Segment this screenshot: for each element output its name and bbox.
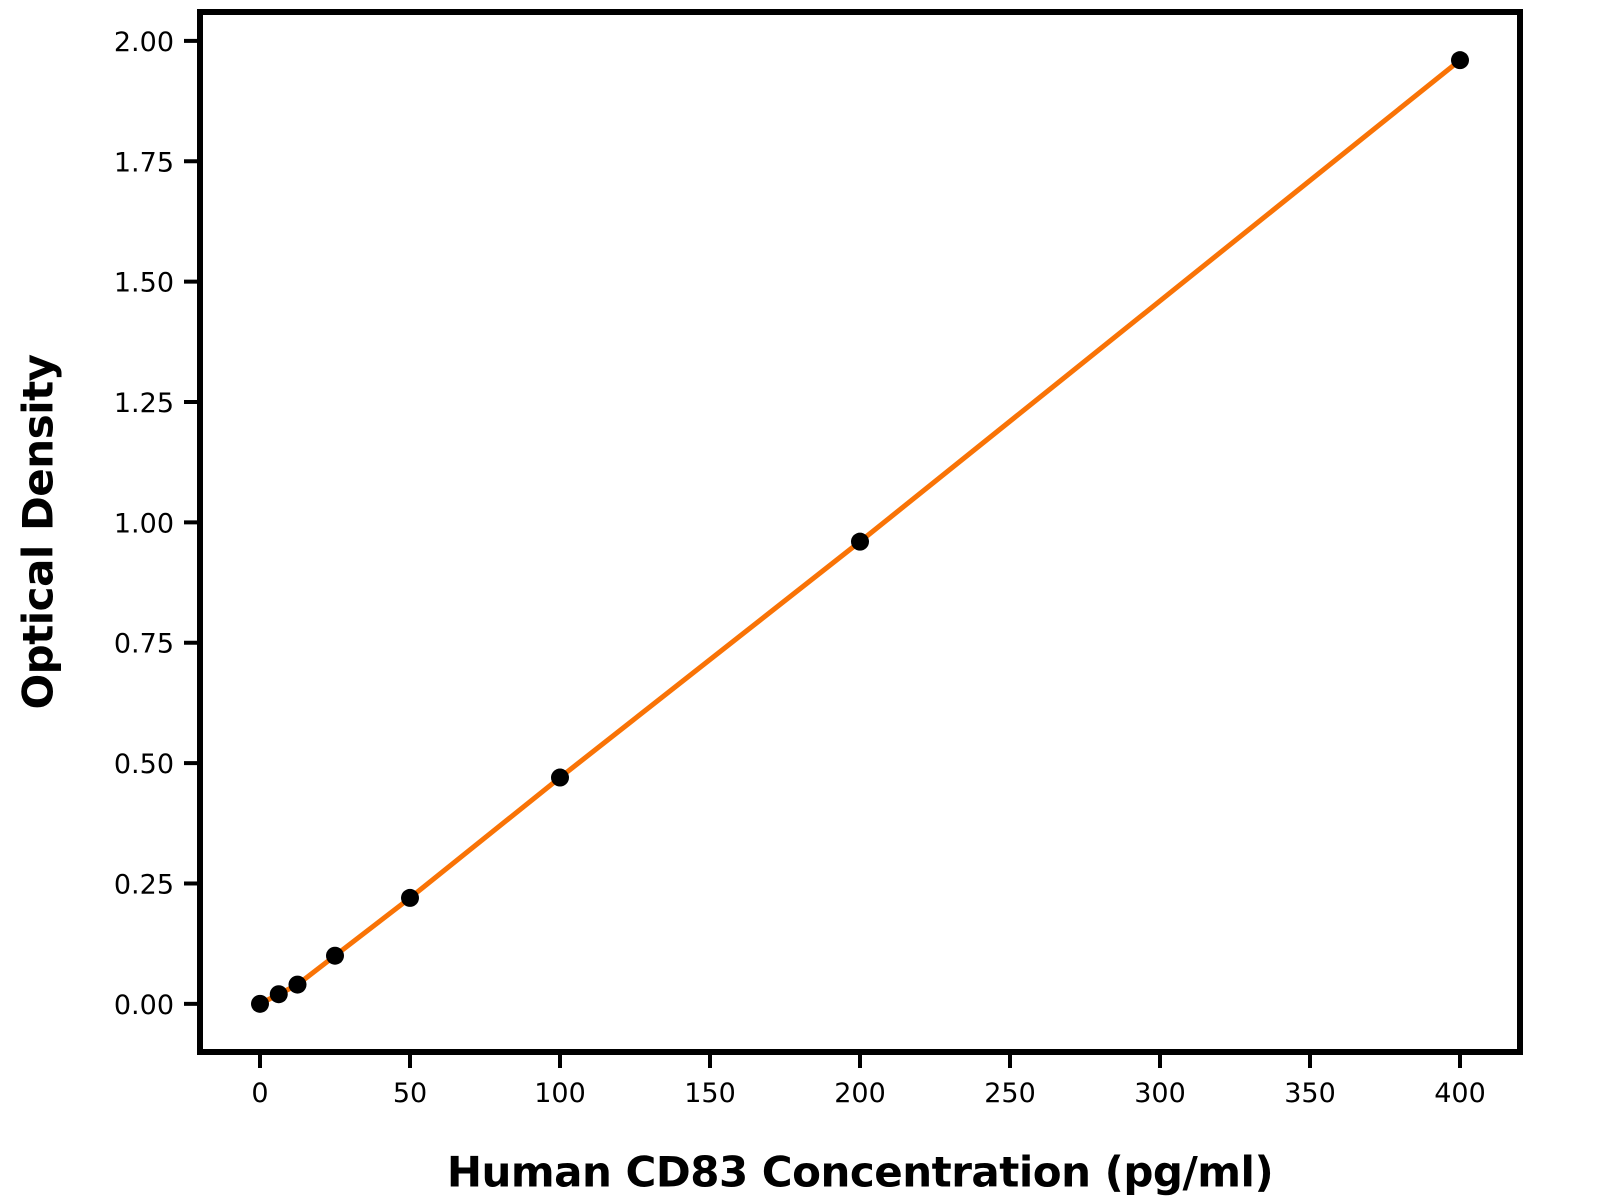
x-axis-title: Human CD83 Concentration (pg/ml)	[446, 1147, 1274, 1197]
y-tick-label: 1.00	[114, 508, 174, 539]
x-tick-label: 250	[984, 1078, 1036, 1109]
plot-border	[197, 9, 1523, 1055]
y-tick-label: 0.00	[114, 990, 174, 1021]
data-point	[551, 768, 569, 787]
x-tick-label: 50	[393, 1078, 427, 1109]
x-tick-label: 100	[534, 1078, 586, 1109]
x-tick-label: 200	[834, 1078, 886, 1109]
y-tick-label: 0.75	[114, 629, 174, 660]
y-tick-label: 2.00	[114, 27, 174, 58]
x-tick-label: 350	[1284, 1078, 1336, 1109]
data-point	[288, 975, 307, 994]
x-tick-label: 150	[684, 1078, 736, 1109]
x-tick-label: 400	[1434, 1078, 1486, 1109]
data-point	[326, 946, 344, 965]
y-tick-label: 0.25	[114, 869, 174, 900]
y-tick-label: 1.25	[114, 388, 174, 419]
data-point	[269, 985, 288, 1004]
data-point	[251, 994, 269, 1013]
data-point	[851, 532, 869, 551]
x-tick-label: 300	[1134, 1078, 1186, 1109]
y-tick-label: 0.50	[114, 749, 174, 780]
y-axis-title: Optical Density	[13, 354, 63, 710]
y-tick-label: 1.75	[114, 147, 174, 178]
standard-curve-line	[257, 57, 1463, 1007]
data-point	[401, 888, 419, 907]
y-tick-label: 1.50	[114, 268, 174, 299]
x-tick-label: 0	[251, 1078, 268, 1109]
data-point	[1451, 51, 1469, 70]
